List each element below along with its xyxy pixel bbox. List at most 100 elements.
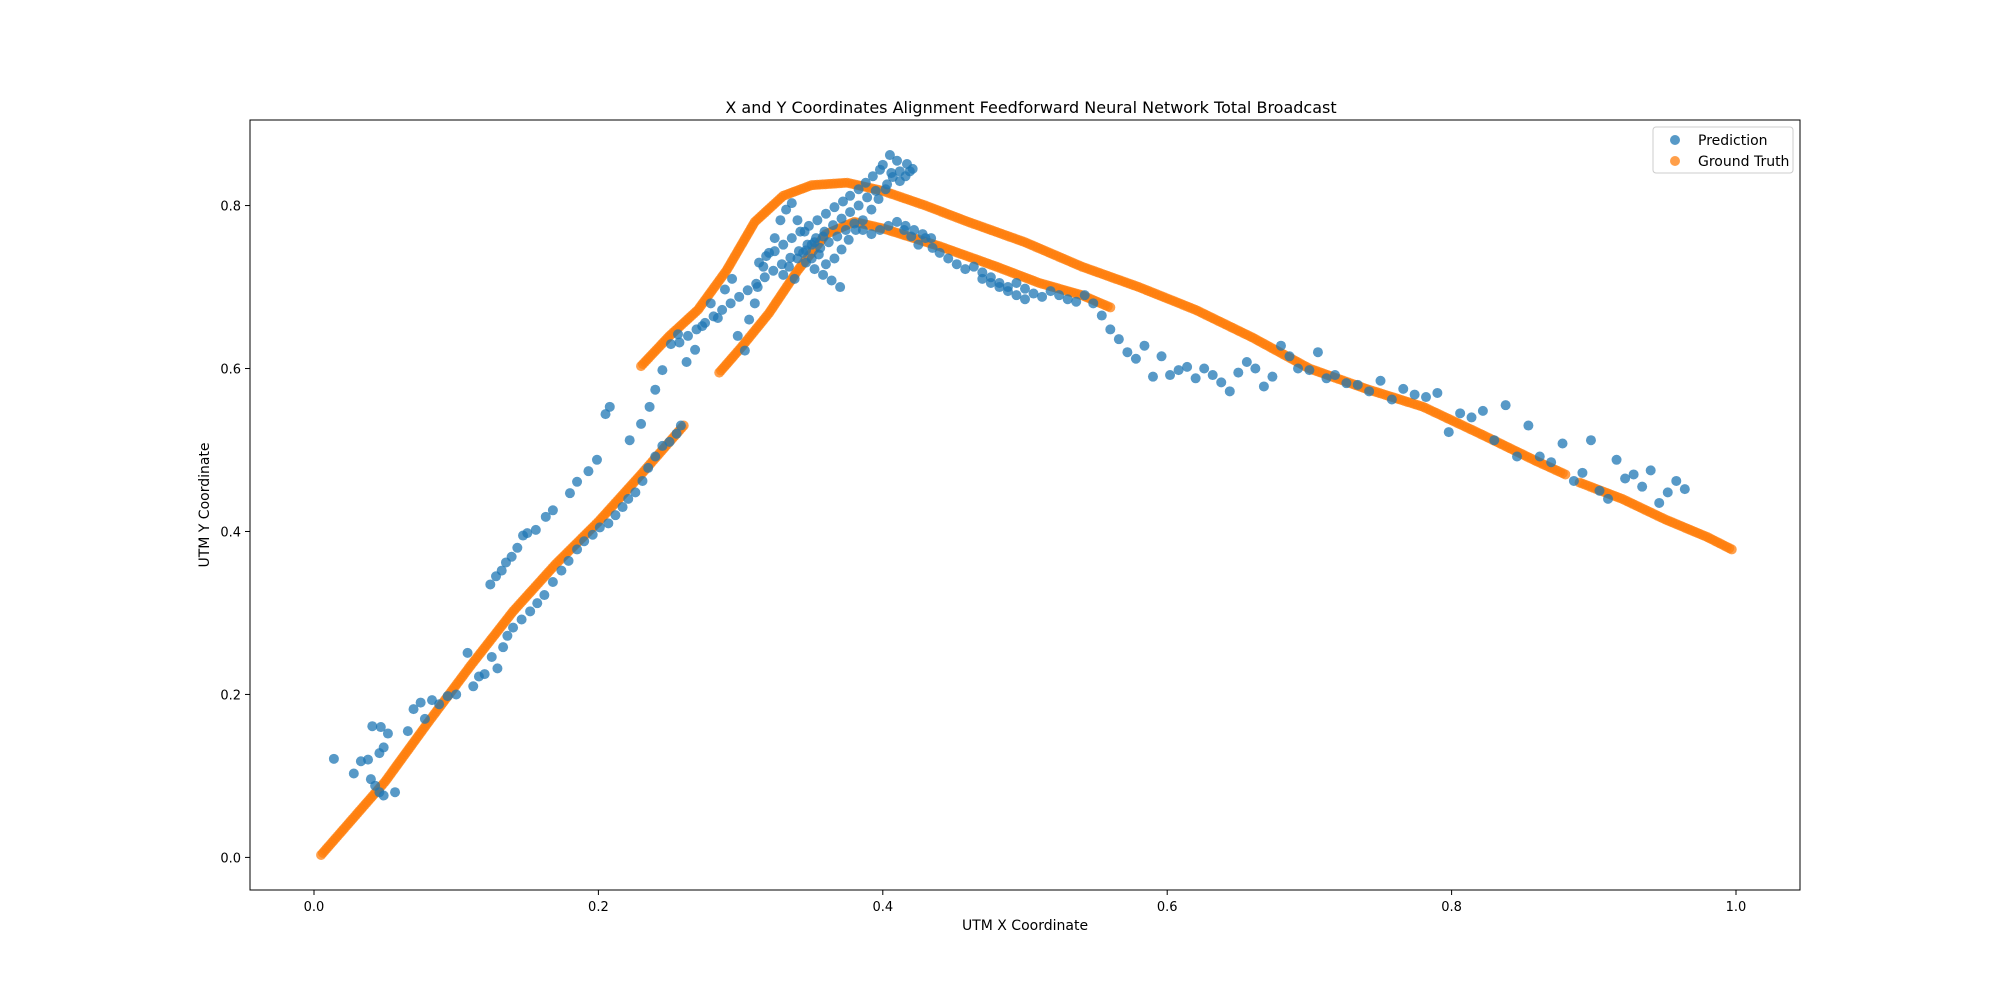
prediction-point xyxy=(977,273,988,284)
x-tick-label: 0.2 xyxy=(588,900,609,915)
prediction-point xyxy=(665,339,676,350)
prediction-point xyxy=(1637,481,1648,492)
prediction-point xyxy=(768,265,779,276)
prediction-point xyxy=(547,577,558,587)
prediction-point xyxy=(502,630,513,641)
prediction-point xyxy=(1199,363,1210,374)
legend-marker-ground-truth xyxy=(1670,156,1680,166)
prediction-point xyxy=(1409,389,1420,400)
prediction-point xyxy=(1421,392,1432,403)
y-tick-label: 0.0 xyxy=(220,851,241,866)
prediction-point xyxy=(525,606,536,617)
prediction-point xyxy=(1165,370,1176,381)
legend-marker-prediction xyxy=(1670,135,1680,145)
prediction-point xyxy=(1079,290,1090,301)
prediction-point xyxy=(1645,465,1656,476)
prediction-point xyxy=(682,330,693,341)
prediction-point xyxy=(1216,377,1227,388)
prediction-point xyxy=(866,229,877,240)
prediction-point xyxy=(1654,497,1665,508)
prediction-point xyxy=(1611,454,1622,465)
prediction-point xyxy=(802,239,813,250)
prediction-point xyxy=(845,190,856,201)
prediction-point xyxy=(328,753,339,764)
prediction-point xyxy=(442,691,453,702)
prediction-point xyxy=(1250,363,1261,374)
prediction-point xyxy=(778,269,789,280)
prediction-point xyxy=(378,790,389,801)
prediction-point xyxy=(786,198,797,209)
prediction-point xyxy=(1620,473,1631,484)
prediction-point xyxy=(1037,291,1048,302)
prediction-points xyxy=(328,150,1690,801)
prediction-point xyxy=(1173,365,1184,376)
prediction-point xyxy=(462,647,473,658)
prediction-point xyxy=(1662,487,1673,498)
prediction-point xyxy=(1293,363,1304,374)
y-tick-label: 0.2 xyxy=(220,688,241,703)
prediction-point xyxy=(650,451,661,462)
x-tick-label: 0.6 xyxy=(1157,900,1178,915)
prediction-point xyxy=(479,669,490,680)
prediction-point xyxy=(485,579,496,590)
prediction-point xyxy=(769,246,780,257)
prediction-point xyxy=(1304,365,1315,376)
prediction-point xyxy=(564,488,575,499)
prediction-point xyxy=(522,528,533,539)
prediction-point xyxy=(832,231,843,242)
prediction-point xyxy=(1105,324,1116,335)
prediction-point xyxy=(785,252,796,263)
prediction-point xyxy=(419,713,430,724)
prediction-point xyxy=(1489,435,1500,446)
prediction-point xyxy=(530,524,541,535)
prediction-point xyxy=(725,298,736,309)
prediction-point xyxy=(673,329,684,340)
prediction-point xyxy=(1312,347,1323,358)
prediction-point xyxy=(1671,475,1682,486)
prediction-point xyxy=(789,273,800,284)
prediction-point xyxy=(378,742,389,753)
prediction-point xyxy=(1585,435,1596,446)
prediction-point xyxy=(882,179,893,190)
prediction-point xyxy=(1190,373,1201,384)
prediction-point xyxy=(734,291,745,302)
prediction-point xyxy=(761,251,772,262)
prediction-point xyxy=(717,304,728,315)
prediction-point xyxy=(604,401,615,412)
prediction-point xyxy=(664,436,675,447)
prediction-point xyxy=(579,536,590,547)
prediction-point xyxy=(1233,367,1244,378)
prediction-point xyxy=(644,401,655,412)
prediction-point xyxy=(775,215,786,226)
prediction-point xyxy=(815,242,826,253)
prediction-point xyxy=(363,754,374,765)
prediction-point xyxy=(600,409,611,420)
prediction-point xyxy=(892,155,903,166)
prediction-point xyxy=(1267,371,1278,382)
plot-area xyxy=(249,119,1801,891)
prediction-point xyxy=(498,642,509,653)
prediction-point xyxy=(843,234,854,245)
prediction-point xyxy=(792,215,803,226)
prediction-point xyxy=(795,226,806,237)
prediction-point xyxy=(1258,381,1269,392)
prediction-point xyxy=(837,196,848,207)
prediction-point xyxy=(751,278,762,289)
prediction-point xyxy=(1352,379,1363,390)
prediction-point xyxy=(739,345,750,356)
prediction-point xyxy=(1020,294,1030,305)
prediction-point xyxy=(853,200,864,211)
prediction-point xyxy=(1011,277,1022,288)
prediction-point xyxy=(556,565,567,576)
prediction-point xyxy=(382,728,393,739)
prediction-point xyxy=(643,462,654,473)
prediction-point xyxy=(1011,290,1022,301)
prediction-point xyxy=(623,493,634,504)
prediction-point xyxy=(776,259,787,270)
prediction-point xyxy=(1679,484,1690,495)
prediction-point xyxy=(1398,383,1409,394)
prediction-point xyxy=(810,233,821,244)
prediction-point xyxy=(828,220,839,231)
prediction-point xyxy=(968,261,979,272)
prediction-point xyxy=(402,726,413,737)
